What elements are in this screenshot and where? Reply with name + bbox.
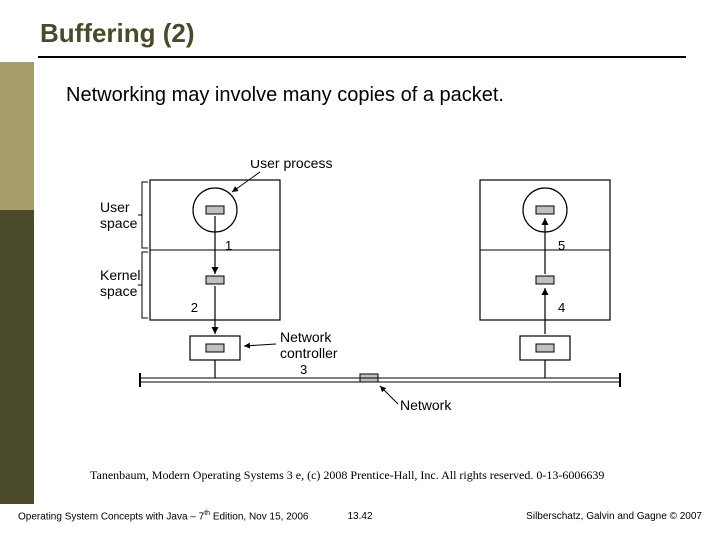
figure-caption: Tanenbaum, Modern Operating Systems 3 e,… (90, 468, 604, 483)
svg-text:User process: User process (250, 160, 332, 171)
slide-title: Buffering (2) (40, 18, 195, 49)
svg-text:Network: Network (400, 397, 452, 413)
svg-text:Network: Network (280, 329, 332, 345)
sidebar-accent-bottom (0, 210, 34, 504)
svg-text:User: User (100, 199, 130, 215)
svg-text:4: 4 (558, 300, 565, 315)
svg-text:1: 1 (225, 238, 232, 253)
sidebar-accent-top (0, 62, 34, 210)
svg-text:controller: controller (280, 345, 338, 361)
footer-right: Silberschatz, Galvin and Gagne © 2007 (526, 511, 702, 522)
svg-text:2: 2 (191, 300, 198, 315)
packet-buffering-diagram: User processUserspaceKernelspaceNetworkc… (80, 160, 650, 430)
svg-text:space: space (100, 283, 138, 299)
svg-text:5: 5 (558, 238, 565, 253)
svg-text:3: 3 (300, 362, 307, 377)
svg-text:space: space (100, 215, 138, 231)
svg-text:Kernel: Kernel (100, 267, 140, 283)
slide-subtitle: Networking may involve many copies of a … (66, 84, 504, 107)
footer-right-b: © 2007 (670, 511, 702, 522)
footer-right-a: Silberschatz, Galvin and Gagne (526, 511, 669, 522)
title-underline (38, 56, 686, 58)
